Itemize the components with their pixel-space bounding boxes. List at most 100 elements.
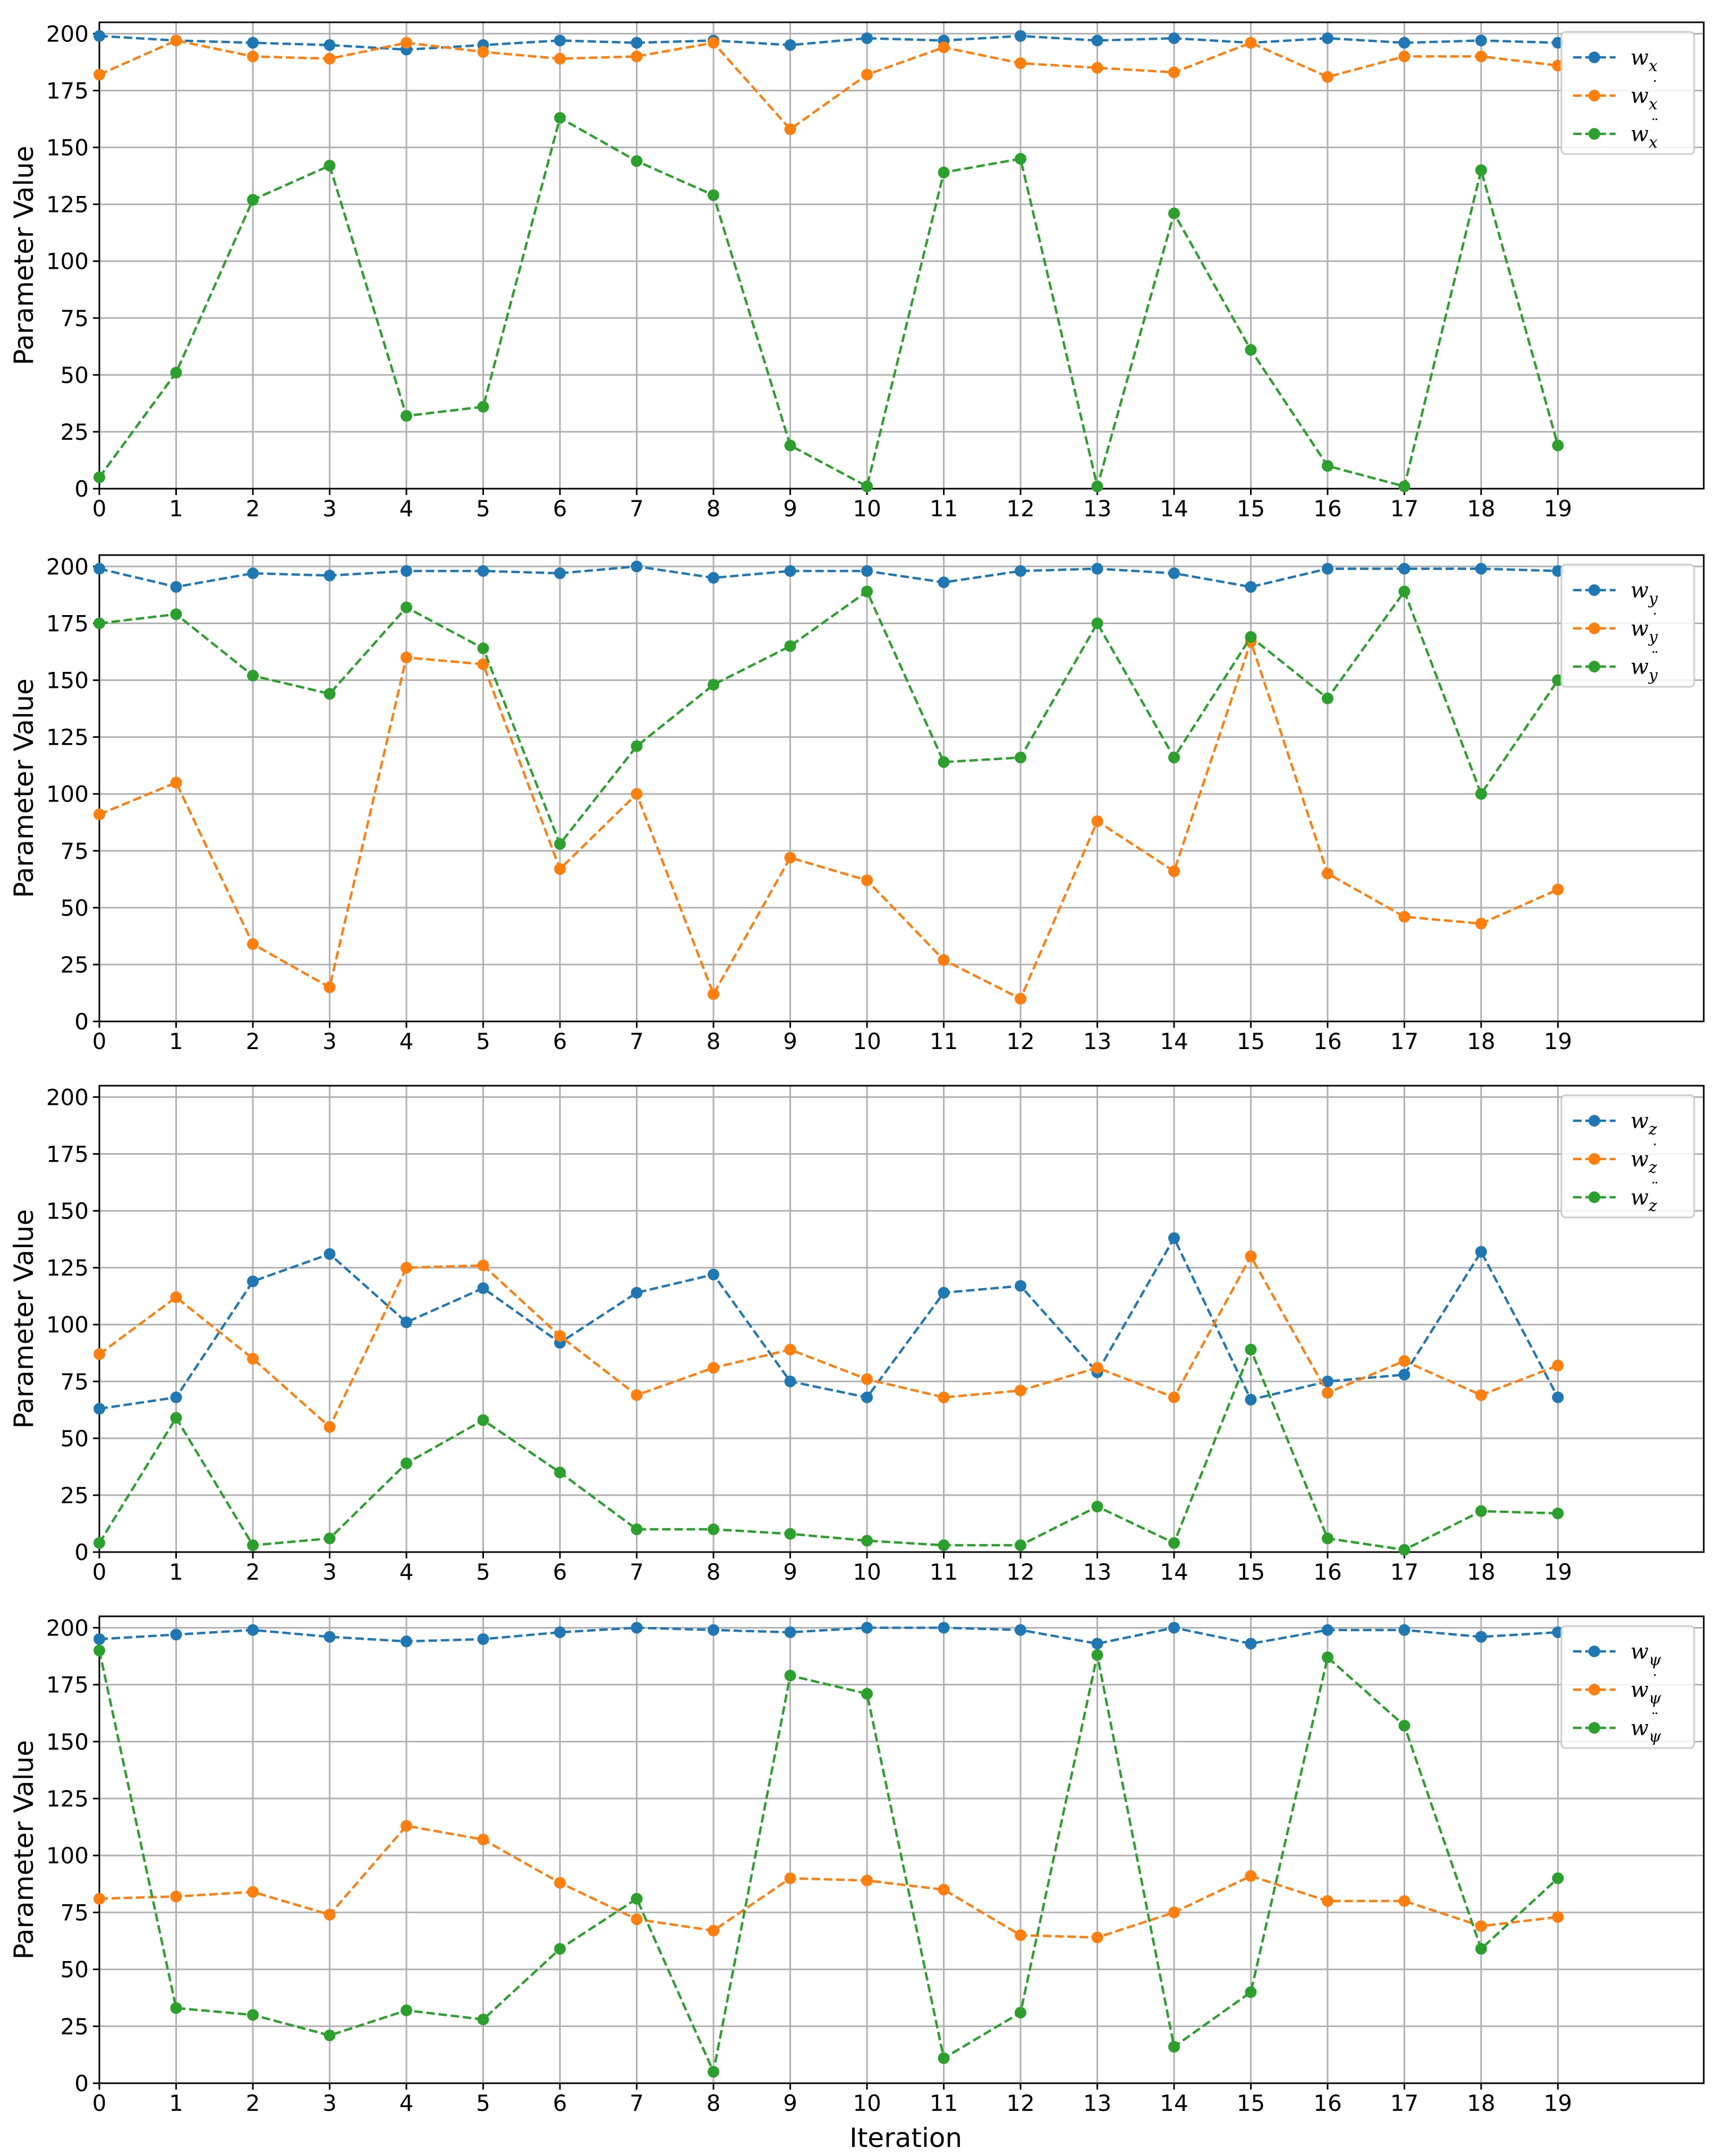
data-point xyxy=(554,1467,566,1479)
data-point xyxy=(1475,50,1487,63)
data-point xyxy=(1321,1624,1333,1636)
subplot-2: 0 1 2 3 4 5 6 7 8 9 10 11 12 13 14 15 16 17 18 190255075100… xyxy=(9,553,1705,1054)
y-tick-label: 200 xyxy=(46,21,89,47)
y-tick-label: 25 xyxy=(61,952,89,978)
x-tick-label: 0 xyxy=(92,1559,107,1585)
series-w_psidot xyxy=(94,1820,1564,1944)
data-point xyxy=(938,576,950,589)
x-tick-label: 2 xyxy=(246,1559,260,1585)
data-point xyxy=(1014,1624,1026,1636)
data-point xyxy=(861,1373,873,1385)
x-tick-label: 7 xyxy=(630,1028,644,1054)
data-point xyxy=(247,1352,259,1365)
legend-item-w_x: wx xyxy=(1573,46,1658,75)
x-tick-label: 18 xyxy=(1467,2090,1495,2116)
data-point xyxy=(1168,66,1180,79)
y-tick-label: 200 xyxy=(46,1615,89,1641)
x-tick-label: 4 xyxy=(400,496,414,522)
data-point xyxy=(247,669,259,681)
data-point xyxy=(707,1924,719,1937)
x-tick-label: 15 xyxy=(1237,496,1265,522)
data-point xyxy=(400,1457,412,1469)
series-w_xdot xyxy=(94,35,1564,135)
data-point xyxy=(631,740,643,752)
legend-label: wψ xyxy=(1630,1640,1661,1669)
x-tick-label: 9 xyxy=(783,1559,797,1585)
data-point xyxy=(1245,1638,1257,1650)
data-point xyxy=(1245,1250,1257,1263)
data-point xyxy=(170,35,182,47)
legend-frame xyxy=(1560,1094,1695,1218)
data-point xyxy=(938,1391,950,1403)
data-point xyxy=(477,642,489,654)
y-tick-label: 50 xyxy=(61,1957,89,1983)
data-point xyxy=(247,50,259,63)
data-point xyxy=(1475,1631,1487,1643)
data-point xyxy=(707,1523,719,1536)
data-point xyxy=(1321,1532,1333,1545)
x-tick-label: 5 xyxy=(476,1028,490,1054)
data-point xyxy=(1014,1929,1026,1941)
x-tick-label: 16 xyxy=(1313,1028,1341,1054)
data-point xyxy=(707,1268,719,1281)
x-tick-label: 16 xyxy=(1313,1559,1341,1585)
data-point xyxy=(1168,1622,1180,1634)
data-point xyxy=(938,1884,950,1896)
data-point xyxy=(1475,563,1487,575)
data-point xyxy=(1091,617,1103,629)
y-tick-label: 175 xyxy=(46,1141,89,1167)
series-w_z xyxy=(94,1232,1564,1415)
y-tick-label: 100 xyxy=(46,1843,89,1869)
data-point xyxy=(1245,631,1257,643)
data-point xyxy=(1398,1624,1410,1636)
x-tick-label: 3 xyxy=(322,496,337,522)
series-line xyxy=(99,565,1558,589)
data-point xyxy=(1552,1872,1564,1885)
data-point xyxy=(1398,1895,1410,1907)
data-point xyxy=(1168,1391,1180,1403)
data-point xyxy=(170,608,182,620)
y-tick-label: 150 xyxy=(46,1729,89,1755)
data-point xyxy=(938,756,950,768)
x-tick-label: 10 xyxy=(853,1559,881,1585)
data-point xyxy=(247,1886,259,1898)
data-point xyxy=(1091,1501,1103,1513)
data-point xyxy=(554,1877,566,1889)
legend-dot-accent: ¨ xyxy=(1651,1710,1659,1729)
data-point xyxy=(324,39,336,51)
x-tick-label: 8 xyxy=(707,1028,721,1054)
data-point xyxy=(784,1343,796,1356)
data-point xyxy=(861,32,873,44)
legend-label: wy xyxy=(1630,655,1658,685)
data-point xyxy=(707,572,719,584)
data-point xyxy=(1091,563,1103,575)
x-tick-label: 12 xyxy=(1006,1028,1034,1054)
data-point xyxy=(784,439,796,451)
data-point xyxy=(1552,883,1564,896)
data-point xyxy=(1475,788,1487,800)
data-point xyxy=(94,1644,105,1657)
y-tick-label: 25 xyxy=(61,1482,89,1509)
data-point xyxy=(400,1316,412,1328)
data-point xyxy=(1245,344,1257,356)
data-point xyxy=(631,1622,643,1634)
y-tick-label: 200 xyxy=(46,1084,89,1110)
subplot-3: 0 1 2 3 4 5 6 7 8 9 10 11 12 13 14 15 16 17 18 190255075100… xyxy=(9,1084,1705,1585)
data-point xyxy=(94,30,105,42)
data-point xyxy=(1168,752,1180,764)
data-point xyxy=(784,1669,796,1682)
legend-label: wx xyxy=(1630,122,1658,152)
data-point xyxy=(631,1286,643,1299)
data-point xyxy=(707,988,719,1000)
data-point xyxy=(1398,50,1410,63)
x-tick-label: 9 xyxy=(783,496,797,522)
data-point xyxy=(1475,917,1487,930)
data-point xyxy=(1321,1387,1333,1399)
x-tick-label: 1 xyxy=(169,496,183,522)
y-tick-label: 0 xyxy=(74,2070,89,2097)
subplot-1: 0 1 2 3 4 5 6 7 8 9 10 11 12 13 14 15 16 17 18 190255075100… xyxy=(9,21,1705,522)
series-line xyxy=(99,1626,1558,1645)
series-w_ydot xyxy=(94,635,1564,1005)
series-w_yddot xyxy=(94,585,1564,850)
